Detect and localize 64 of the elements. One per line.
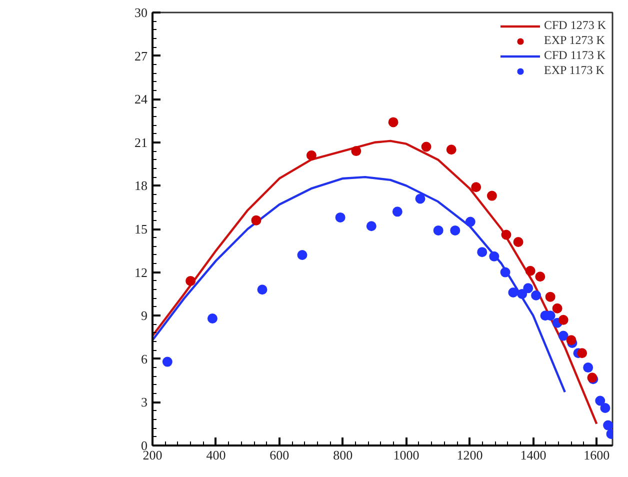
point xyxy=(186,276,196,286)
point xyxy=(513,237,524,247)
point xyxy=(545,292,556,302)
legend-label: EXP 1273 K xyxy=(544,33,605,48)
line-series xyxy=(152,176,566,394)
point xyxy=(508,288,518,298)
point xyxy=(446,144,456,155)
point xyxy=(477,247,488,258)
y-tick-label: 9 xyxy=(141,308,148,324)
point xyxy=(523,283,534,294)
point xyxy=(558,314,568,325)
point xyxy=(465,216,476,227)
point xyxy=(566,335,576,346)
legend-label: EXP 1173 K xyxy=(544,63,604,78)
point xyxy=(251,215,262,226)
point xyxy=(486,190,497,201)
point xyxy=(257,284,268,295)
point xyxy=(517,288,528,299)
y-tick-label: 15 xyxy=(134,222,148,236)
point xyxy=(577,348,588,358)
point xyxy=(525,266,536,276)
point xyxy=(489,251,500,262)
point xyxy=(415,194,426,204)
legend-label: CFD 1273 K xyxy=(544,18,606,33)
point xyxy=(297,250,308,260)
y-tick-label: 18 xyxy=(134,178,148,194)
legend-label: CFD 1173 K xyxy=(544,48,606,63)
y-tick-label: 12 xyxy=(134,264,148,280)
y-tick-label: 6 xyxy=(141,351,148,366)
point xyxy=(421,142,432,152)
point xyxy=(433,225,444,236)
point xyxy=(603,420,612,430)
y-tick-label: 27 xyxy=(134,48,148,64)
point xyxy=(500,267,510,278)
point xyxy=(335,212,346,222)
line-series xyxy=(152,140,598,425)
y-tick-label: 3 xyxy=(141,394,148,410)
y-tick-label: 24 xyxy=(134,92,148,107)
y-tick-label: 30 xyxy=(134,5,148,20)
x-tick-label: 1400 xyxy=(520,448,546,462)
point xyxy=(583,362,594,373)
point xyxy=(558,330,568,341)
point xyxy=(388,117,398,128)
point xyxy=(162,356,172,367)
point xyxy=(306,150,316,160)
x-tick-label: 1200 xyxy=(456,448,483,462)
x-tick-label: 1000 xyxy=(393,448,420,462)
point xyxy=(351,146,362,156)
point xyxy=(450,225,460,236)
point xyxy=(595,396,606,406)
x-tick-label: 1600 xyxy=(584,448,610,462)
x-tick-label: 800 xyxy=(333,448,353,462)
point xyxy=(600,402,610,413)
point xyxy=(501,230,512,240)
point xyxy=(471,182,482,192)
x-tick-label: 400 xyxy=(206,448,226,462)
point xyxy=(392,206,402,217)
point xyxy=(535,272,546,282)
y-tick-label: 21 xyxy=(134,134,148,150)
point xyxy=(552,303,562,314)
point xyxy=(366,221,376,232)
point xyxy=(531,290,542,300)
point xyxy=(207,313,218,324)
x-tick-label: 600 xyxy=(270,448,290,462)
